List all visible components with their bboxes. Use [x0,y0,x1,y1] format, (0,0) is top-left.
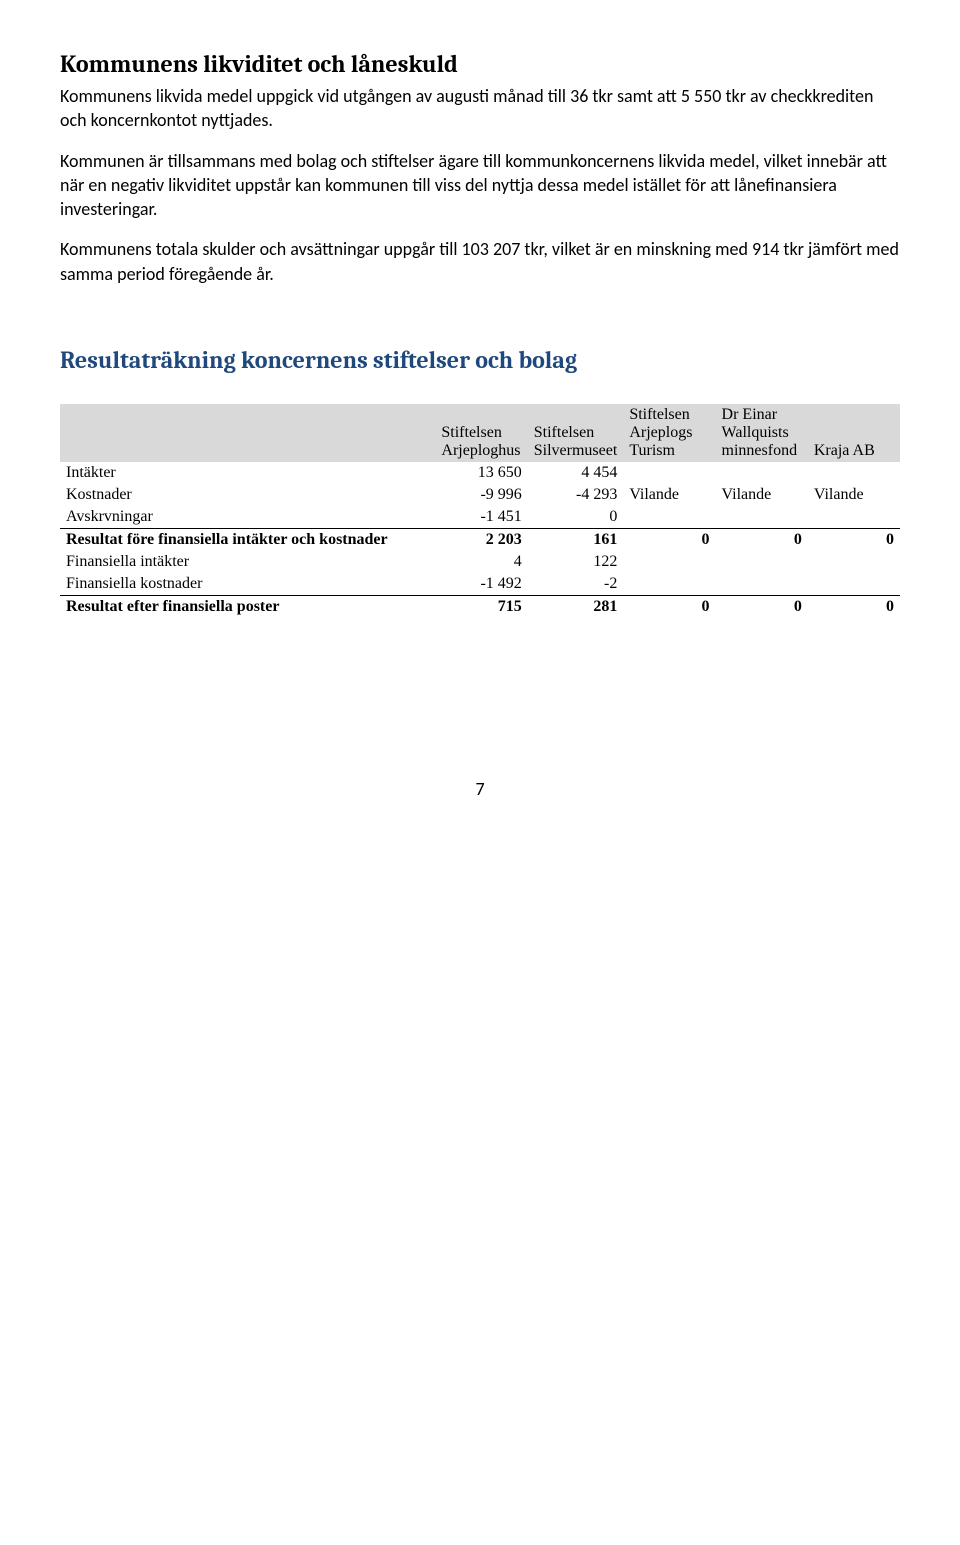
cell [716,551,808,573]
col4-line1: Wallquists [722,424,789,441]
row-label: Avskrvningar [60,506,435,529]
cell: 122 [528,551,624,573]
row-label: Kostnader [60,484,435,506]
col2-line2: Silvermuseet [534,442,618,459]
col1-line2: Arjeploghus [441,442,520,459]
cell: 4 454 [528,462,624,484]
cell: 4 [435,551,527,573]
heading-results: Resultaträkning koncernens stiftelser oc… [60,346,900,374]
cell: -9 996 [435,484,527,506]
table-header-row: Stiftelsen Arjeploghus Stiftelsen Silver… [60,404,900,462]
page-number: 7 [60,778,900,800]
cell: -1 451 [435,506,527,529]
row-label: Intäkter [60,462,435,484]
paragraph-liquidity-1: Kommunens likvida medel uppgick vid utgå… [60,84,900,133]
cell: 0 [716,529,808,552]
cell: 715 [435,596,527,619]
table-row: Kostnader -9 996 -4 293 Vilande Vilande … [60,484,900,506]
cell [716,462,808,484]
col3-line1: Arjeplogs [629,424,692,441]
cell [716,506,808,529]
col3-line0: Stiftelsen [629,406,689,423]
page: Kommunens likviditet och låneskuld Kommu… [0,0,960,840]
results-table: Stiftelsen Arjeploghus Stiftelsen Silver… [60,404,900,618]
cell [808,551,900,573]
col4-line2: minnesfond [722,442,798,459]
paragraph-liquidity-2: Kommunen är tillsammans med bolag och st… [60,149,900,222]
col4-line0: Dr Einar [722,406,778,423]
paragraph-liquidity-3: Kommunens totala skulder och avsättninga… [60,237,900,286]
table-row: Intäkter 13 650 4 454 [60,462,900,484]
table-row: Finansiella kostnader -1 492 -2 [60,573,900,596]
cell: 13 650 [435,462,527,484]
cell: Vilande [623,484,715,506]
col3-line2: Turism [629,442,675,459]
table-row: Finansiella intäkter 4 122 [60,551,900,573]
col5-line2: Kraja AB [814,442,875,459]
cell: Vilande [808,484,900,506]
cell [623,573,715,596]
cell: -4 293 [528,484,624,506]
cell: 0 [623,596,715,619]
table-row: Resultat efter finansiella poster 715 28… [60,596,900,619]
row-label: Finansiella kostnader [60,573,435,596]
cell: 0 [623,529,715,552]
cell: -1 492 [435,573,527,596]
row-label: Resultat före finansiella intäkter och k… [60,529,435,552]
cell [808,462,900,484]
cell: 0 [808,596,900,619]
cell [716,573,808,596]
cell: 281 [528,596,624,619]
row-label: Finansiella intäkter [60,551,435,573]
cell [808,573,900,596]
row-label: Resultat efter finansiella poster [60,596,435,619]
cell: 0 [808,529,900,552]
table-row: Resultat före finansiella intäkter och k… [60,529,900,552]
cell [623,506,715,529]
cell: -2 [528,573,624,596]
cell [623,462,715,484]
cell: Vilande [716,484,808,506]
cell: 161 [528,529,624,552]
cell [623,551,715,573]
cell: 0 [716,596,808,619]
heading-liquidity: Kommunens likviditet och låneskuld [60,50,900,78]
table-row: Avskrvningar -1 451 0 [60,506,900,529]
col2-line1: Stiftelsen [534,424,594,441]
cell: 2 203 [435,529,527,552]
col1-line1: Stiftelsen [441,424,501,441]
cell: 0 [528,506,624,529]
cell [808,506,900,529]
